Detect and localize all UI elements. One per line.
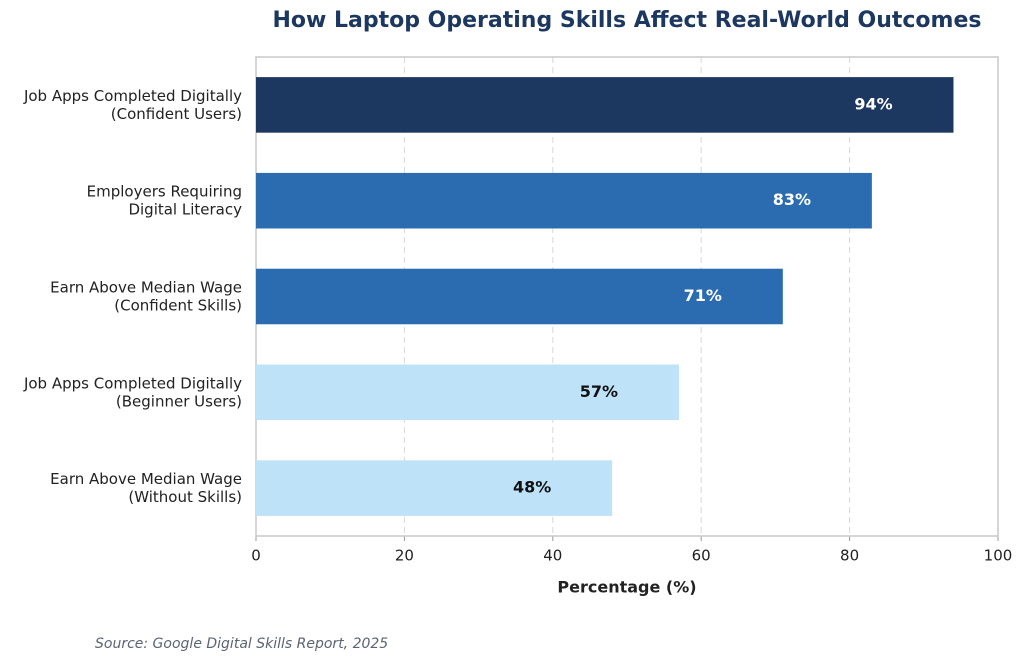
bar (256, 77, 954, 133)
x-tick-label: 40 (543, 547, 562, 565)
x-axis-label: Percentage (%) (557, 578, 696, 597)
value-label: 83% (773, 190, 811, 209)
x-tick-label: 100 (984, 547, 1013, 565)
bar (256, 172, 872, 229)
x-tick-label: 20 (395, 547, 414, 565)
value-label: 94% (854, 94, 892, 113)
y-tick-label: Earn Above Median Wage (Without Skills) (50, 470, 242, 506)
y-tick-label: Earn Above Median Wage (Confident Skills) (50, 278, 242, 314)
bar (256, 460, 613, 516)
chart-title: How Laptop Operating Skills Affect Real-… (273, 8, 982, 33)
bar (256, 364, 679, 421)
y-tick-label: Job Apps Completed Digitally (Beginner Us… (23, 374, 242, 410)
value-label: 57% (580, 382, 618, 401)
source-note: Source: Google Digital Skills Report, 20… (95, 636, 388, 652)
x-tick-label: 80 (840, 547, 859, 565)
x-tick-label: 0 (251, 547, 261, 565)
x-tick-label: 60 (692, 547, 711, 565)
value-label: 48% (513, 478, 551, 497)
y-tick-label: Employers Requiring Digital Literacy (87, 182, 242, 218)
bar (256, 268, 783, 325)
value-label: 71% (684, 286, 722, 305)
y-tick-label: Job Apps Completed Digitally (Confident U… (23, 86, 242, 122)
